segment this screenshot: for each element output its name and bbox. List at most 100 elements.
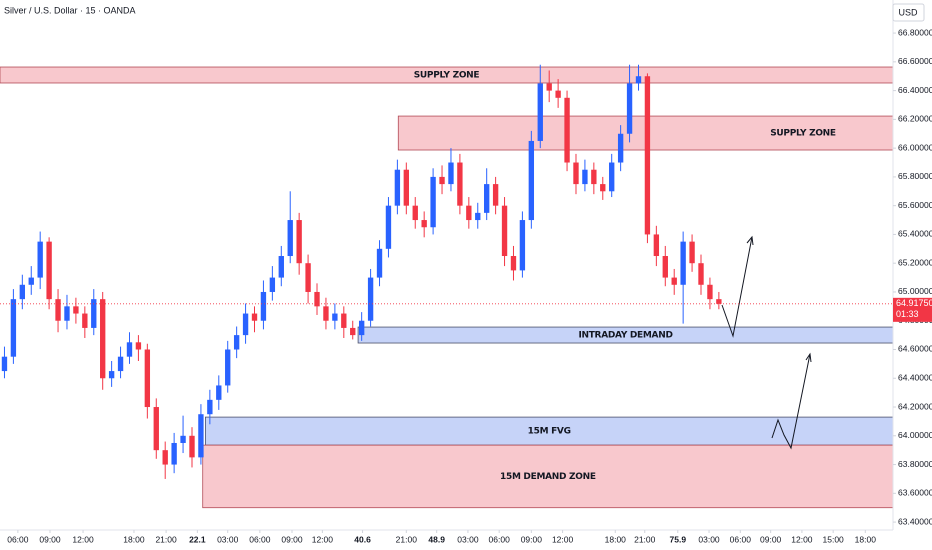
- x-tick-label: 21:00: [396, 534, 418, 544]
- x-tick-label: 09:00: [281, 534, 303, 544]
- zone: [202, 444, 894, 509]
- candle-body: [609, 162, 615, 192]
- candle-body: [528, 140, 535, 221]
- candle-body: [144, 349, 151, 408]
- y-tick-label: 66.40000: [898, 85, 932, 95]
- last-price-tag: [893, 297, 932, 322]
- candle-body: [367, 277, 374, 321]
- candle-body: [198, 414, 204, 458]
- candle-body: [73, 306, 79, 314]
- candle-body: [582, 169, 588, 185]
- candle-body: [546, 83, 552, 91]
- candle-body: [698, 263, 704, 285]
- candle-body: [537, 83, 543, 141]
- candle-body: [635, 76, 642, 84]
- zone-label: SUPPLY ZONE: [770, 129, 836, 139]
- y-tick-label: 63.80000: [898, 459, 932, 469]
- x-tick-label: 03:00: [457, 534, 479, 544]
- chart-title: Silver / U.S. Dollar · 15 · OANDA: [4, 5, 136, 15]
- candle-body: [251, 313, 258, 321]
- candle-body: [19, 284, 26, 300]
- candle-body: [305, 263, 311, 292]
- x-tick-label: 18:00: [123, 534, 145, 544]
- candle-body: [341, 313, 347, 328]
- currency: USD: [898, 7, 918, 17]
- candle-body: [617, 133, 624, 163]
- candle-body: [207, 399, 213, 415]
- arrow-head: [805, 352, 812, 363]
- candle-body: [296, 220, 302, 264]
- candle-body: [358, 320, 365, 336]
- candle-body: [216, 385, 222, 400]
- candle-body: [323, 306, 329, 321]
- candle-body: [1, 356, 8, 372]
- candle-body: [662, 256, 668, 278]
- projection-path: [721, 236, 753, 338]
- countdown: 01:33: [896, 309, 919, 319]
- y-tick-label: 64.40000: [898, 373, 932, 383]
- y-tick-label: 65.00000: [898, 286, 932, 296]
- candle-body: [350, 327, 356, 336]
- x-tick-label: 09:00: [39, 534, 61, 544]
- zones: SUPPLY ZONE SUPPLY ZONE INTRADAY DEMAND 15M…: [0, 66, 894, 509]
- x-tick-label: 12:00: [312, 534, 334, 544]
- x-tick-label: 12:00: [791, 534, 813, 544]
- x-tick-label: 40.6: [354, 534, 371, 544]
- candle-body: [475, 212, 481, 221]
- y-tick-label: 63.60000: [898, 488, 932, 498]
- x-tick-label: 48.9: [428, 534, 445, 544]
- candle-body: [573, 162, 579, 185]
- currency-box[interactable]: [892, 3, 925, 22]
- candle-body: [225, 349, 231, 386]
- x-tick-label: 21:00: [634, 534, 656, 544]
- candle-body: [439, 176, 445, 185]
- candle-body: [171, 442, 177, 465]
- x-tick-label: 06:00: [489, 534, 511, 544]
- x-tick-label: 15:00: [823, 534, 845, 544]
- candle-body: [653, 234, 660, 257]
- x-tick-label: 06:00: [730, 534, 752, 544]
- candle-body: [46, 241, 52, 300]
- candle-body: [64, 306, 70, 321]
- y-tick-label: 65.80000: [898, 171, 932, 181]
- y-tick-label: 64.00000: [898, 430, 932, 440]
- candle-body: [394, 169, 401, 206]
- candle-body: [100, 299, 106, 379]
- candle-body: [484, 184, 490, 213]
- x-tick-label: 09:00: [521, 534, 543, 544]
- candle-body: [314, 291, 320, 307]
- y-tick-label: 65.40000: [898, 229, 932, 239]
- y-tick-label: 64.60000: [898, 344, 932, 354]
- candle-body: [55, 299, 61, 321]
- candle-body: [162, 450, 168, 465]
- x-tick-label: 09:00: [760, 534, 782, 544]
- candle-body: [412, 205, 418, 221]
- candle-body: [466, 205, 472, 221]
- projection-path: [771, 353, 811, 450]
- candle-body: [492, 184, 499, 206]
- candle-body: [671, 277, 677, 285]
- x-tick-label: 22.1: [189, 534, 206, 544]
- y-tick-label: 64.20000: [898, 401, 932, 411]
- x-tick-label: 21:00: [155, 534, 177, 544]
- candles: [1, 64, 722, 479]
- candle-body: [376, 248, 383, 278]
- candle-body: [260, 291, 267, 321]
- zone-label: 15M DEMAND ZONE: [500, 472, 596, 482]
- x-tick-label: 18:00: [855, 534, 877, 544]
- candle-body: [626, 83, 633, 134]
- x-tick-label: 18:00: [605, 534, 627, 544]
- candle-body: [457, 162, 463, 206]
- candle-body: [385, 205, 392, 249]
- arrow-head: [746, 235, 754, 246]
- candle-body: [430, 176, 436, 228]
- axes: 66.80000 66.60000 66.40000 66.20000 66.00000…: [0, 27, 932, 544]
- candle-body: [37, 241, 43, 278]
- x-tick-label: 75.9: [670, 534, 687, 544]
- candle-body: [91, 299, 97, 328]
- x-tick-label: 06:00: [249, 534, 271, 544]
- candle-body: [278, 256, 284, 278]
- zone-label: INTRADAY DEMAND: [578, 331, 672, 341]
- candle-body: [126, 342, 133, 357]
